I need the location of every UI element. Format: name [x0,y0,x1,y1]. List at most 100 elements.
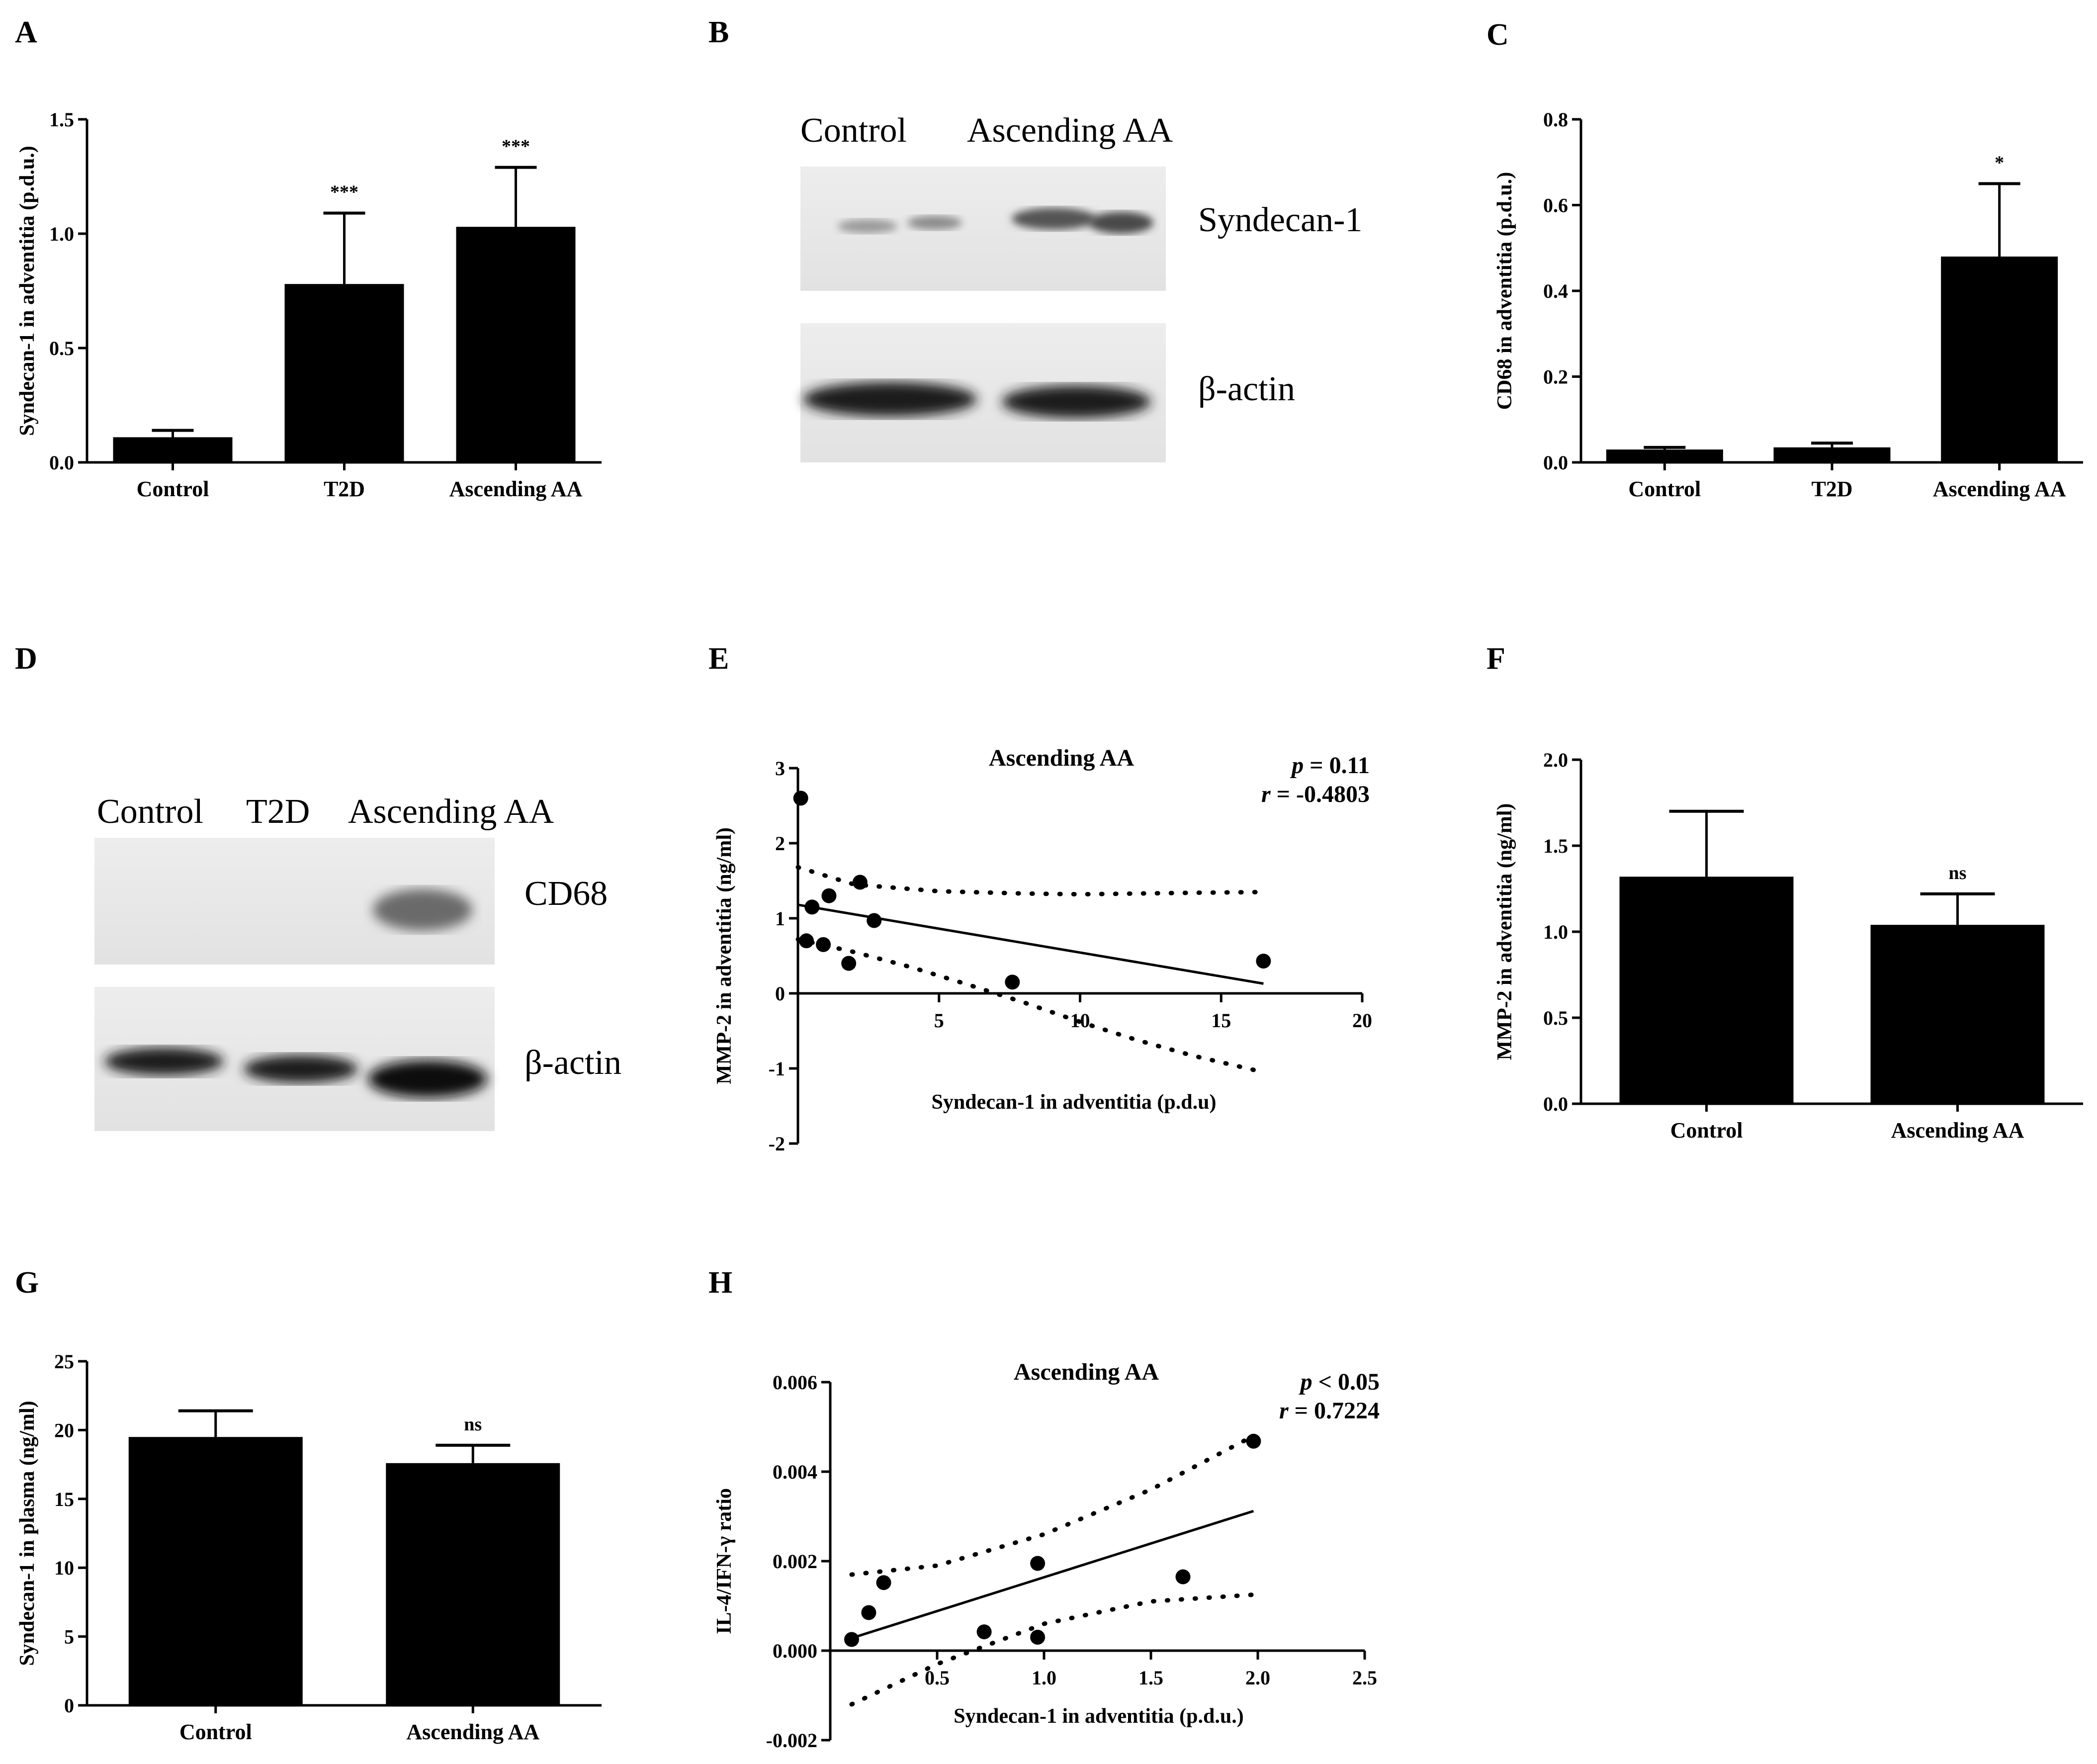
p-value: < 0.05 [1312,1369,1380,1395]
r-symbol: r [1261,781,1271,807]
y-tick-label: 1.0 [49,223,74,245]
y-tick-label: 0.004 [773,1461,817,1483]
y-tick-label: 0.0 [1543,451,1568,474]
y-tick-label: 0 [775,982,785,1005]
chart-c: 0.0 0.2 0.4 0.6 0.8 Control T2D Ascending AA * CD… [1493,108,2083,501]
blot-d-band-label-actin: β-actin [524,1044,621,1082]
regression-line [797,903,1264,985]
y-tick-label: -1 [769,1058,785,1080]
significance-label: ns [464,1414,482,1435]
significance-label: ns [1949,863,1967,883]
bar [386,1463,560,1705]
y-tick-label: 0.002 [773,1550,817,1573]
y-tick-label: 0.0 [1543,1093,1568,1115]
chart-title: Ascending AA [1014,1359,1159,1385]
confidence-band-upper [795,865,1266,897]
y-tick-label: 0.006 [773,1371,817,1394]
significance-label: *** [502,136,530,157]
y-axis-title: CD68 in adventitia (p.d.u.) [1493,172,1516,410]
data-point [852,875,868,890]
data-point [841,956,857,971]
blot-b-band [1089,212,1153,234]
y-tick-label: 0.4 [1543,280,1568,302]
blot-b-lane-control: Control [800,111,907,150]
panel-label-c: C [1486,18,1509,52]
blot-d-lane-ascending-aa: Ascending AA [348,793,554,831]
blot-b-lane-ascending-aa: Ascending AA [967,111,1173,150]
data-point [867,913,882,928]
x-tick-label: 15 [1211,1009,1231,1032]
category-label: Ascending AA [449,477,583,501]
x-tick-label: 2.0 [1245,1667,1270,1689]
r-value-label: r = -0.4803 [1261,781,1370,807]
y-tick-label: 0.6 [1543,194,1568,217]
data-point [793,791,808,806]
y-tick-label: 1.5 [1543,835,1568,857]
y-axis-title: Syndecan-1 in plasma (ng/ml) [16,1401,39,1666]
data-point [1246,1433,1261,1449]
y-tick-label: 10 [54,1557,74,1579]
r-value: = -0.4803 [1271,781,1370,807]
data-point [844,1632,859,1647]
p-value: = 0.11 [1304,752,1370,779]
blot-b-band [907,216,962,230]
y-tick-label: 0.000 [773,1640,817,1662]
chart-title: Ascending AA [989,745,1134,771]
blot-b-band [803,382,977,417]
bar [113,437,233,462]
chart-f: 0.0 0.5 1.0 1.5 2.0 Control Ascending AA ns MMP-… [1493,749,2083,1143]
y-tick-label: 0 [64,1694,74,1717]
data-point [816,937,831,952]
data-point [1256,954,1271,969]
x-tick-label: 2.5 [1352,1667,1377,1689]
blot-d-band [368,1060,487,1098]
y-tick-label: 0.5 [49,337,74,359]
y-tick-label: 0.0 [49,451,74,474]
western-blot-b: Control Ascending AA Syndecan-1 β-actin [800,111,1362,462]
x-axis-title: Syndecan-1 in adventitia (p.d.u.) [954,1705,1243,1728]
blot-d-band [373,889,472,931]
y-tick-label: 15 [54,1488,74,1510]
category-label: Control [137,477,209,501]
bar [1773,447,1891,462]
blot-d-lane-t2d: T2D [246,793,310,831]
y-tick-label: 2.0 [1543,749,1568,771]
y-tick-label: 25 [54,1350,74,1373]
y-tick-label: 1.0 [1543,921,1568,943]
category-label: T2D [324,477,365,501]
blot-b-band-label-syndecan: Syndecan-1 [1198,201,1362,239]
panel-label-g: G [15,1266,39,1300]
panel-label-b: B [708,15,729,49]
y-tick-label: 0.2 [1543,366,1568,388]
blot-d-band [244,1055,358,1083]
significance-label: *** [330,182,358,203]
y-tick-label: 3 [775,757,785,780]
y-axis-title: MMP-2 in adventitia (ng/ml) [713,827,736,1084]
y-axis-title: MMP-2 in adventitia (ng/ml) [1493,803,1516,1060]
data-point [1175,1569,1191,1585]
y-tick-label: -2 [769,1133,785,1155]
confidence-band-upper [849,1433,1256,1577]
confidence-band-lower [849,1592,1256,1707]
blot-d-band [104,1048,224,1075]
x-tick-label: 5 [934,1009,944,1032]
bar [456,227,576,462]
blot-b-band [838,219,897,233]
r-symbol: r [1279,1398,1289,1424]
significance-label: * [1995,152,2004,173]
r-value: = 0.7224 [1289,1398,1380,1424]
data-point [976,1624,992,1640]
category-label: Ascending AA [1891,1118,2024,1143]
panel-label-f: F [1486,642,1505,676]
y-tick-label: 1.5 [49,108,74,131]
y-tick-label: 20 [54,1419,74,1441]
panel-label-d: D [15,642,37,676]
y-axis-title: Syndecan-1 in adventitia (p.d.u.) [16,146,39,436]
blot-b-band [1002,385,1151,418]
p-symbol: p [1290,752,1304,779]
category-label: Control [1670,1118,1743,1143]
confidence-band-lower [795,937,1266,1075]
